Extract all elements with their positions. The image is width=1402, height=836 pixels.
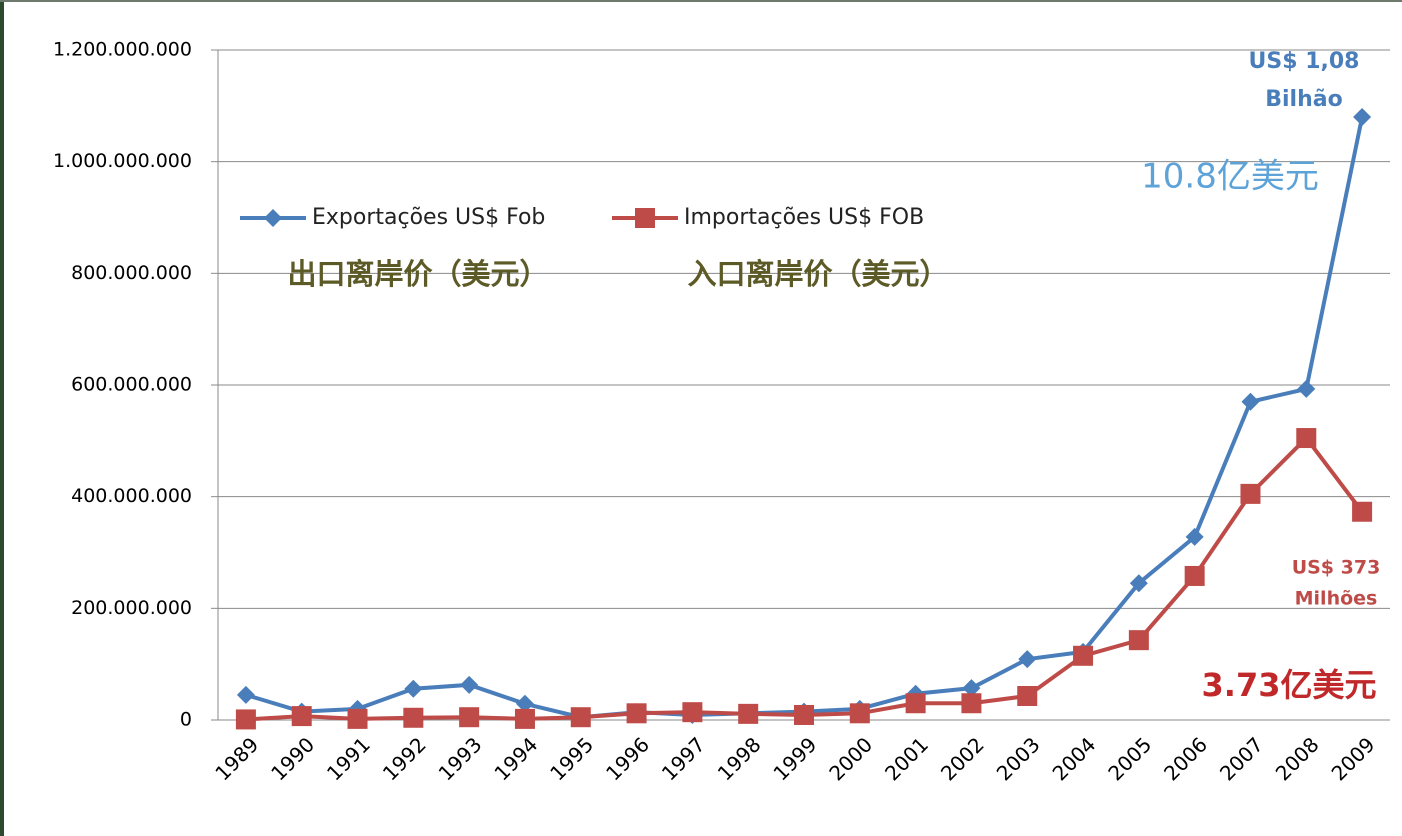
point bbox=[515, 694, 534, 713]
y-tick-label: 600.000.000 bbox=[71, 374, 192, 396]
legend-marker bbox=[635, 208, 655, 228]
y-tick-label: 800.000.000 bbox=[71, 262, 192, 284]
point bbox=[738, 703, 759, 724]
point bbox=[1296, 428, 1317, 449]
point bbox=[849, 703, 870, 724]
point bbox=[1297, 379, 1316, 398]
point bbox=[794, 704, 814, 725]
y-tick-label: 1.000.000.000 bbox=[53, 150, 192, 172]
point bbox=[1241, 392, 1260, 411]
legend-label: Importações US$ FOB bbox=[684, 205, 924, 230]
point bbox=[404, 679, 423, 698]
annotation: US$ 1,08 bbox=[1249, 49, 1360, 74]
point bbox=[1129, 574, 1148, 593]
y-tick-label: 400.000.000 bbox=[71, 485, 192, 507]
point bbox=[236, 685, 255, 704]
point bbox=[1017, 685, 1038, 706]
left-border bbox=[0, 0, 4, 836]
legend-marker bbox=[264, 209, 282, 227]
y-tick-label: 0 bbox=[180, 709, 192, 731]
point bbox=[1185, 527, 1204, 546]
point bbox=[460, 675, 479, 694]
y-tick-label: 200.000.000 bbox=[71, 597, 192, 619]
point bbox=[570, 707, 591, 728]
annotation: 3.73亿美元 bbox=[1202, 666, 1377, 704]
point bbox=[1073, 645, 1094, 666]
point bbox=[514, 708, 535, 729]
annotation: 入口离岸价（美元） bbox=[687, 257, 948, 291]
annotation: Bilhão bbox=[1265, 87, 1342, 112]
point bbox=[682, 702, 703, 723]
point bbox=[905, 693, 926, 714]
point bbox=[403, 707, 424, 728]
point bbox=[235, 709, 256, 730]
point bbox=[1353, 108, 1372, 126]
point bbox=[1018, 650, 1037, 669]
point bbox=[1352, 501, 1373, 522]
point bbox=[626, 703, 647, 724]
point bbox=[1240, 483, 1261, 504]
annotation: 10.8亿美元 bbox=[1141, 157, 1319, 197]
y-tick-label: 1.200.000.000 bbox=[53, 39, 192, 61]
point bbox=[1128, 630, 1149, 651]
point bbox=[459, 707, 480, 728]
point bbox=[291, 706, 312, 727]
point bbox=[961, 693, 982, 714]
annotation: Milhões bbox=[1295, 588, 1378, 610]
top-border bbox=[0, 0, 1402, 2]
point bbox=[962, 679, 981, 698]
annotation: US$ 373 bbox=[1292, 557, 1381, 579]
annotation: 出口离岸价（美元） bbox=[287, 257, 548, 291]
legend-label: Exportações US$ Fob bbox=[312, 205, 545, 230]
point bbox=[1184, 565, 1205, 586]
point bbox=[347, 708, 368, 729]
